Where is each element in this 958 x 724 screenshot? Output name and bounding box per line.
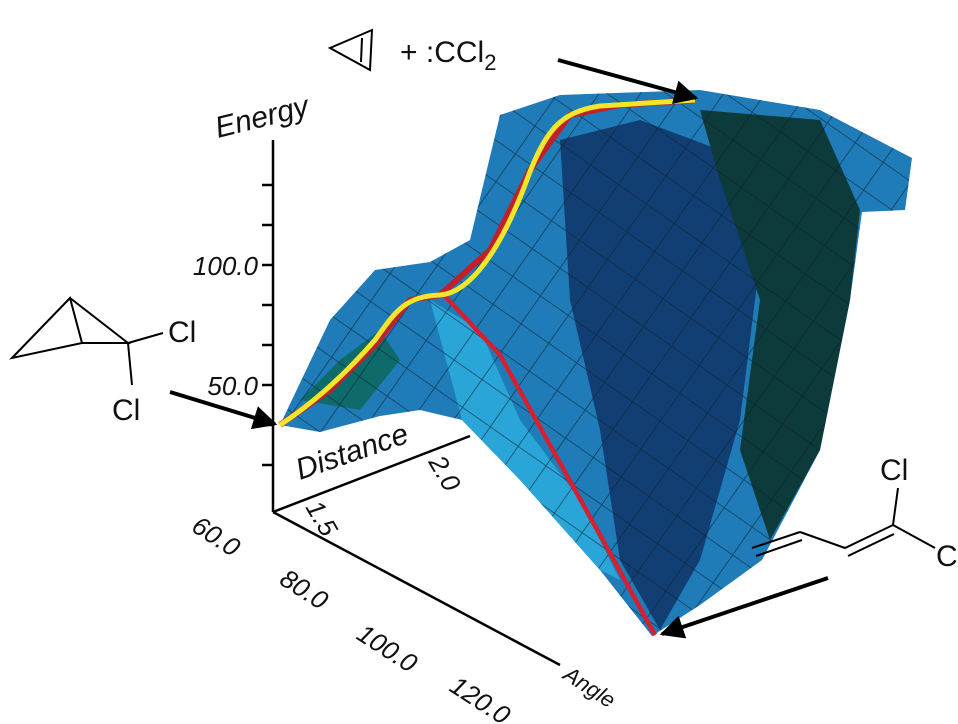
angle-tick: 80.0 — [275, 563, 334, 616]
cyclopropene — [327, 28, 374, 72]
angle-tick: 100.0 — [352, 618, 423, 679]
distance-tick: 1.5 — [300, 495, 344, 542]
carbene-subscript: 2 — [484, 50, 496, 75]
atom-label: Cl — [168, 316, 196, 349]
distance-tick: 2.0 — [422, 449, 467, 497]
arrows — [169, 58, 829, 639]
angle-tick: 60.0 — [187, 510, 246, 563]
carbene-label: + :CCl2 — [400, 36, 496, 75]
bicyclobutane — [8, 296, 164, 386]
atom-label: Cl — [880, 454, 908, 487]
energy-tick: 100.0 — [193, 251, 259, 281]
angle-label: Angle — [558, 660, 620, 713]
atom-label: Cl — [112, 394, 140, 427]
angle-tick: 120.0 — [445, 670, 516, 724]
diene — [751, 487, 936, 557]
carbene-text: + :CCl — [400, 36, 484, 69]
energy-label: Energy — [212, 89, 314, 144]
atom-label: C — [936, 540, 958, 573]
surface — [278, 90, 912, 637]
energy-tick: 50.0 — [207, 371, 258, 401]
